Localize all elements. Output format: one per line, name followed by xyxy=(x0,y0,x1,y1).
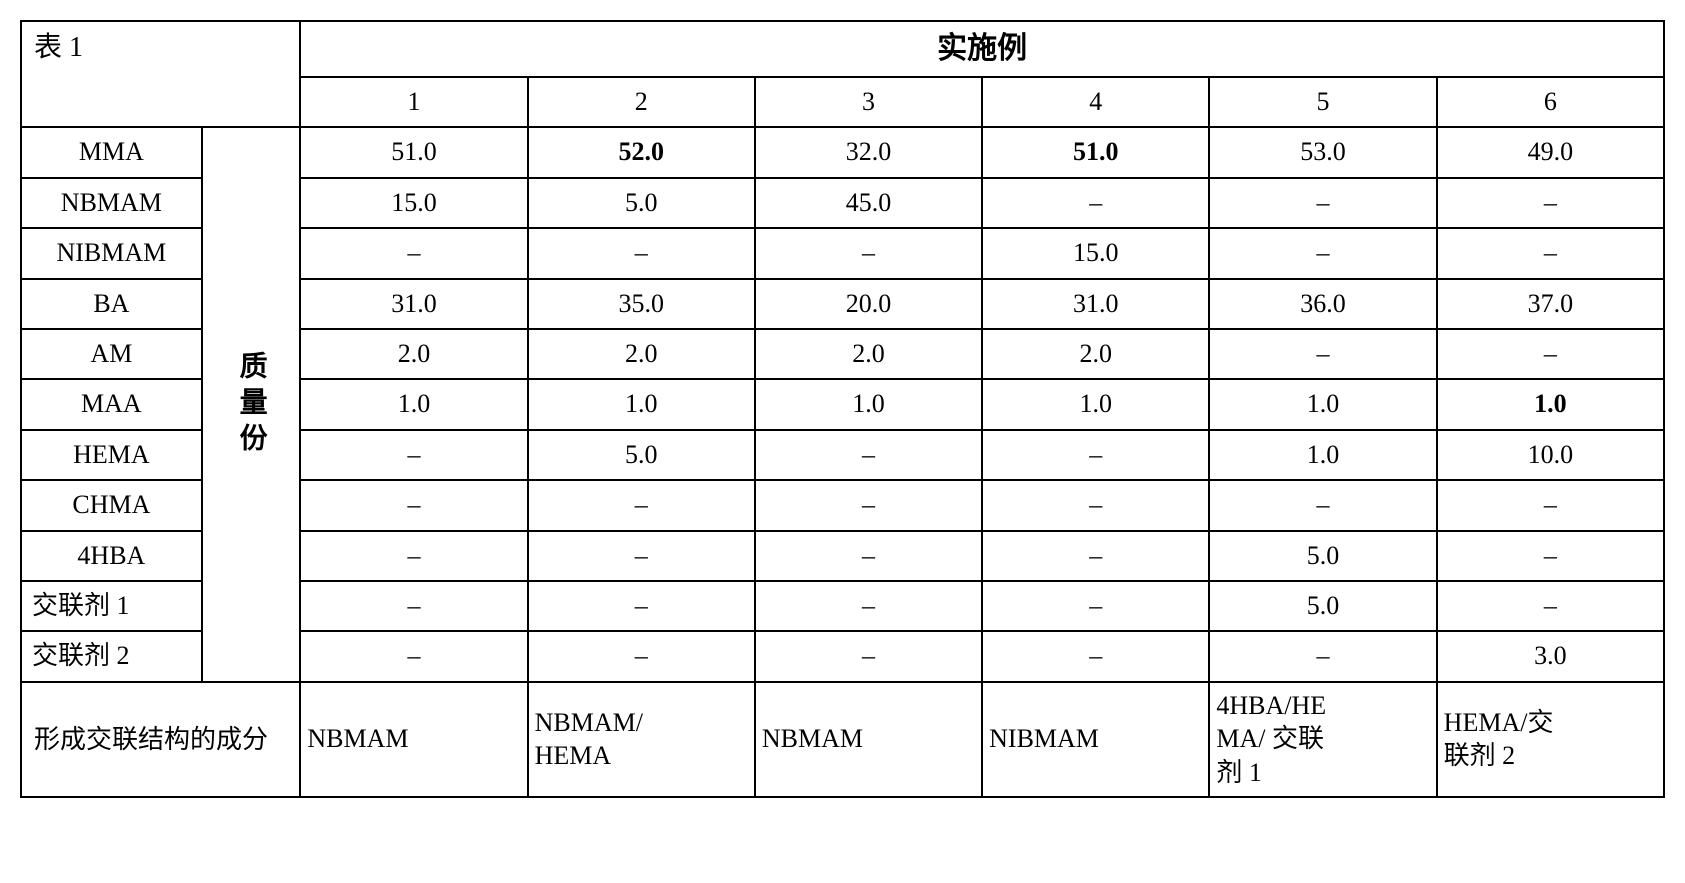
cell: 5.0 xyxy=(528,430,755,480)
footer-cell: NBMAM xyxy=(300,682,527,797)
cell: – xyxy=(755,228,982,278)
cell: – xyxy=(755,430,982,480)
cell: – xyxy=(528,581,755,631)
cell: 37.0 xyxy=(1437,279,1664,329)
cell: 1.0 xyxy=(528,379,755,429)
cell: 36.0 xyxy=(1209,279,1436,329)
cell: 53.0 xyxy=(1209,127,1436,177)
cell: – xyxy=(982,430,1209,480)
header-main: 实施例 xyxy=(300,21,1664,77)
row-label: 4HBA xyxy=(21,531,202,581)
row-label: MMA xyxy=(21,127,202,177)
cell: – xyxy=(982,531,1209,581)
cell: 1.0 xyxy=(1209,379,1436,429)
footer-cell: NIBMAM xyxy=(982,682,1209,797)
cell: – xyxy=(528,631,755,681)
cell: 10.0 xyxy=(1437,430,1664,480)
cell: 35.0 xyxy=(528,279,755,329)
cell: 51.0 xyxy=(300,127,527,177)
row-label: 交联剂 1 xyxy=(21,581,202,631)
cell: – xyxy=(1437,329,1664,379)
cell: 1.0 xyxy=(982,379,1209,429)
cell: 1.0 xyxy=(755,379,982,429)
cell: – xyxy=(300,581,527,631)
row-label: NBMAM xyxy=(21,178,202,228)
cell: – xyxy=(300,631,527,681)
footer-cell: 4HBA/HEMA/ 交联剂 1 xyxy=(1209,682,1436,797)
cell: 5.0 xyxy=(1209,531,1436,581)
footer-cell: HEMA/交联剂 2 xyxy=(1437,682,1664,797)
cell: 15.0 xyxy=(982,228,1209,278)
col-header-2: 2 xyxy=(528,77,755,127)
cell: 1.0 xyxy=(300,379,527,429)
col-header-4: 4 xyxy=(982,77,1209,127)
row-label: MAA xyxy=(21,379,202,429)
cell: – xyxy=(1437,480,1664,530)
group-label: 质量份 xyxy=(202,127,301,681)
cell: 45.0 xyxy=(755,178,982,228)
cell: 15.0 xyxy=(300,178,527,228)
cell: 5.0 xyxy=(528,178,755,228)
cell: – xyxy=(1209,228,1436,278)
cell: 1.0 xyxy=(1209,430,1436,480)
cell: 49.0 xyxy=(1437,127,1664,177)
col-header-1: 1 xyxy=(300,77,527,127)
cell: – xyxy=(528,228,755,278)
row-label: 交联剂 2 xyxy=(21,631,202,681)
cell: 2.0 xyxy=(300,329,527,379)
cell: – xyxy=(300,480,527,530)
cell: – xyxy=(1209,178,1436,228)
cell: – xyxy=(982,178,1209,228)
col-header-3: 3 xyxy=(755,77,982,127)
cell: 1.0 xyxy=(1437,379,1664,429)
cell: – xyxy=(982,631,1209,681)
cell: 2.0 xyxy=(528,329,755,379)
cell: – xyxy=(755,480,982,530)
row-label: AM xyxy=(21,329,202,379)
cell: – xyxy=(528,480,755,530)
cell: – xyxy=(300,228,527,278)
cell: – xyxy=(528,531,755,581)
cell: – xyxy=(1209,329,1436,379)
row-label: NIBMAM xyxy=(21,228,202,278)
cell: 3.0 xyxy=(1437,631,1664,681)
data-table: 表 1 实施例 1 2 3 4 5 6 MMA 质量份 51.0 52.0 32… xyxy=(20,20,1665,798)
cell: – xyxy=(982,581,1209,631)
cell: 32.0 xyxy=(755,127,982,177)
row-label: HEMA xyxy=(21,430,202,480)
cell: – xyxy=(1209,480,1436,530)
cell: – xyxy=(300,531,527,581)
cell: – xyxy=(300,430,527,480)
cell: 2.0 xyxy=(982,329,1209,379)
cell: 31.0 xyxy=(300,279,527,329)
footer-cell: NBMAM xyxy=(755,682,982,797)
cell: – xyxy=(1437,228,1664,278)
cell: – xyxy=(982,480,1209,530)
cell: – xyxy=(1437,178,1664,228)
cell: 31.0 xyxy=(982,279,1209,329)
row-label: CHMA xyxy=(21,480,202,530)
table-title: 表 1 xyxy=(21,21,300,127)
col-header-5: 5 xyxy=(1209,77,1436,127)
row-label: BA xyxy=(21,279,202,329)
cell: – xyxy=(1437,581,1664,631)
col-header-6: 6 xyxy=(1437,77,1664,127)
cell: 5.0 xyxy=(1209,581,1436,631)
cell: 20.0 xyxy=(755,279,982,329)
cell: – xyxy=(1437,531,1664,581)
footer-label: 形成交联结构的成分 xyxy=(21,682,300,797)
cell: – xyxy=(755,581,982,631)
cell: – xyxy=(1209,631,1436,681)
cell: 2.0 xyxy=(755,329,982,379)
cell: 52.0 xyxy=(528,127,755,177)
footer-cell: NBMAM/HEMA xyxy=(528,682,755,797)
cell: – xyxy=(755,631,982,681)
cell: 51.0 xyxy=(982,127,1209,177)
cell: – xyxy=(755,531,982,581)
